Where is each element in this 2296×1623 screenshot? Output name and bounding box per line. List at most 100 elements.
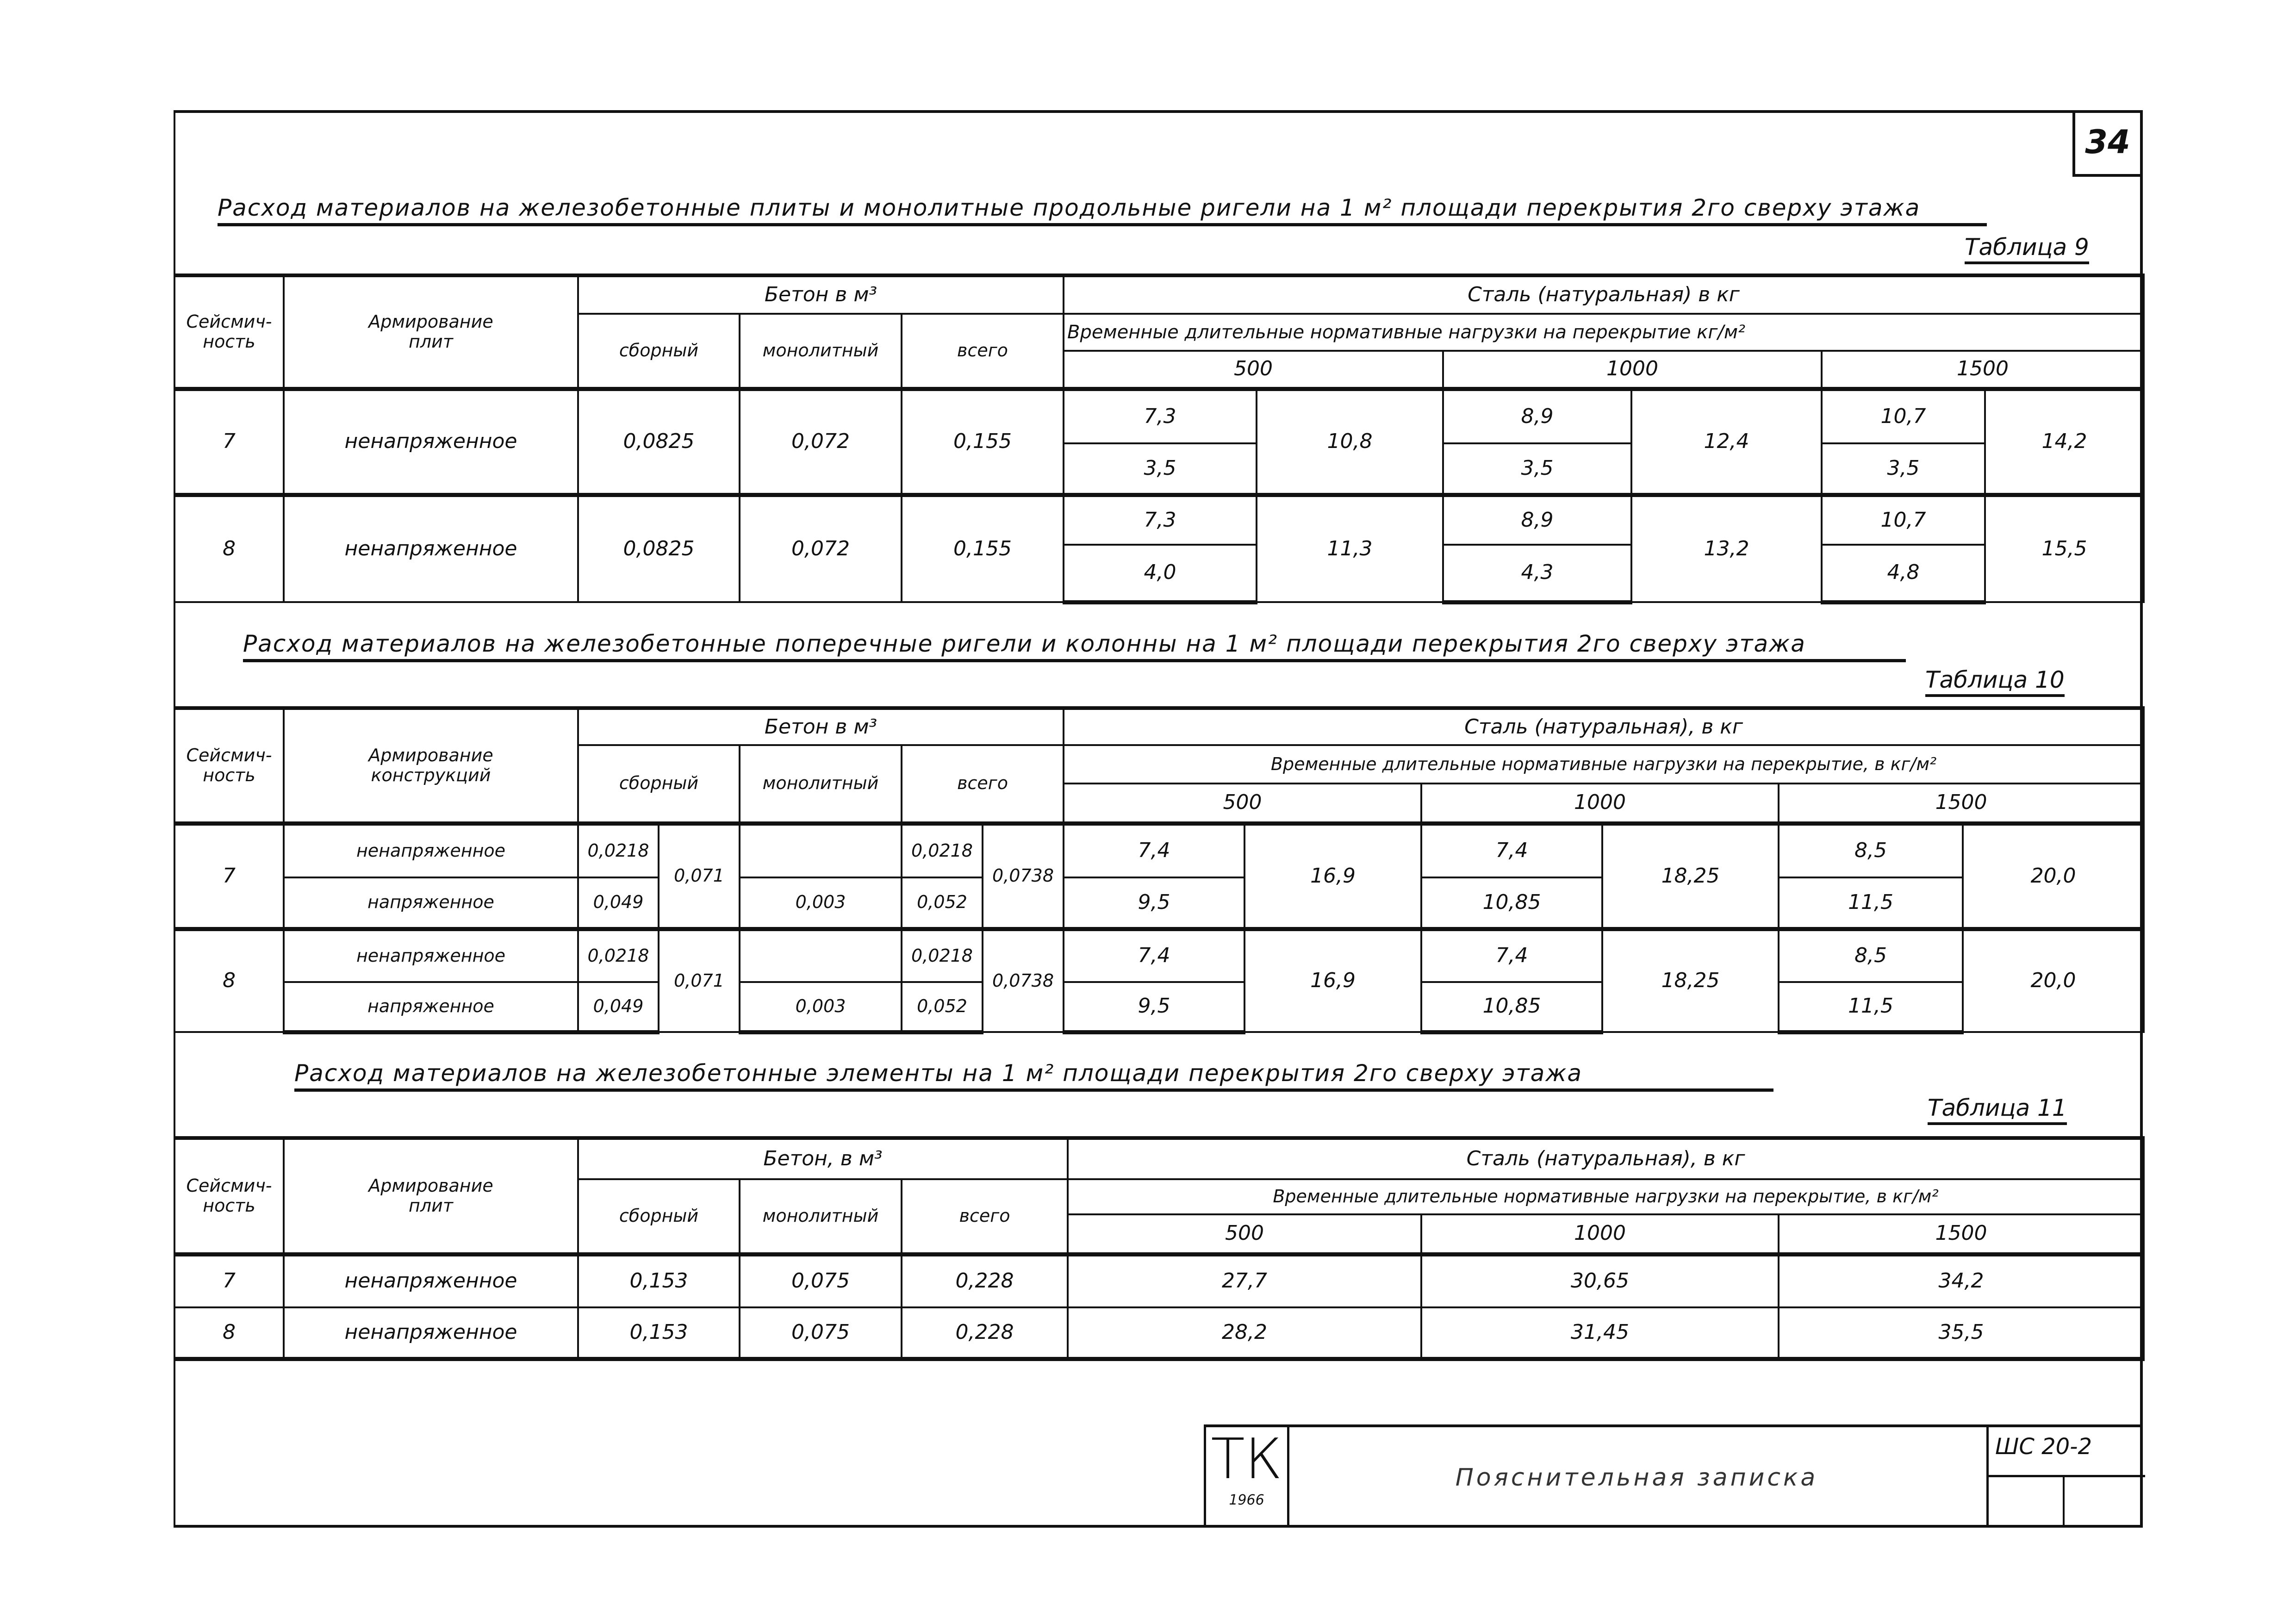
header-load-1500: 1500 xyxy=(1821,350,2145,390)
cell-total: 0,228 xyxy=(900,1306,1069,1361)
cell-l1000: 31,45 xyxy=(1420,1306,1780,1361)
cell-l500: 28,2 xyxy=(1067,1306,1423,1361)
cell-l500: 4,0 xyxy=(1063,544,1257,604)
header-precast: сборный xyxy=(577,313,740,390)
cell-l1500: 10,7 xyxy=(1821,492,1986,546)
cell-l1000-total: 18,25 xyxy=(1601,927,1780,1033)
cell-monolithic: 0,003 xyxy=(739,981,902,1034)
cell-l1000: 4,3 xyxy=(1442,544,1632,604)
cell-l1500: 10,7 xyxy=(1821,386,1986,444)
header-total: всего xyxy=(900,1178,1069,1255)
cell-reinforcement: ненапряженное xyxy=(283,1252,579,1308)
cell-precast: 0,0825 xyxy=(577,492,740,603)
cell-monolithic xyxy=(739,927,902,983)
cell-l1500: 4,8 xyxy=(1821,544,1986,604)
header-load-500: 500 xyxy=(1067,1213,1423,1255)
table10: Сейсмич- ность Армирование конструкций Б… xyxy=(174,706,2145,1034)
cell-total: 0,0218 xyxy=(901,821,983,878)
cell-seismic: 7 xyxy=(174,1252,285,1308)
cell-l1500: 8,5 xyxy=(1778,821,1964,878)
header-loads: Временные длительные нормативные нагрузк… xyxy=(1063,313,2145,352)
cell-precast: 0,0825 xyxy=(577,386,740,496)
cell-total: 0,052 xyxy=(901,877,983,930)
cell-l500: 7,4 xyxy=(1063,821,1246,878)
cell-l500: 9,5 xyxy=(1063,877,1246,930)
header-load-1000: 1000 xyxy=(1442,350,1823,390)
cell-l1000: 7,4 xyxy=(1420,821,1604,878)
cell-monolithic: 0,072 xyxy=(739,386,902,496)
header-seismic: Сейсмич- ность xyxy=(174,274,285,390)
org-mark: ТК 1966 xyxy=(1206,1427,1289,1528)
cell-l1000: 8,9 xyxy=(1442,386,1632,444)
cell-l1500-total: 20,0 xyxy=(1962,927,2145,1033)
cell-total: 0,052 xyxy=(901,981,983,1034)
stamp-year: 1966 xyxy=(1229,1492,1264,1508)
cell-l1000: 3,5 xyxy=(1442,442,1632,496)
header-monolithic: монолитный xyxy=(739,313,902,390)
header-total: всего xyxy=(900,744,1065,824)
cell-precast: 0,0218 xyxy=(577,821,660,878)
cell-l1000: 8,9 xyxy=(1442,492,1632,546)
cell-total: 0,228 xyxy=(900,1252,1069,1308)
header-precast: сборный xyxy=(577,1178,740,1255)
header-concrete: Бетон в м³ xyxy=(577,274,1064,315)
cell-l500: 3,5 xyxy=(1063,442,1257,496)
cell-l1500-total: 14,2 xyxy=(1984,386,2145,496)
cell-l500: 7,3 xyxy=(1063,386,1257,444)
header-load-500: 500 xyxy=(1063,350,1444,390)
cell-total: 0,0218 xyxy=(901,927,983,983)
header-load-1500: 1500 xyxy=(1778,783,2145,824)
cell-l500: 7,4 xyxy=(1063,927,1246,983)
cell-l1000-total: 18,25 xyxy=(1601,821,1780,930)
cell-l1000-total: 13,2 xyxy=(1630,492,1823,603)
header-steel: Сталь (натуральная), в кг xyxy=(1067,1136,2145,1180)
cell-precast: 0,049 xyxy=(577,981,660,1034)
cell-l1500: 11,5 xyxy=(1778,981,1964,1034)
org-code: ТК xyxy=(1211,1427,1282,1492)
cell-precast: 0,049 xyxy=(577,877,660,930)
cell-total: 0,155 xyxy=(901,386,1064,496)
header-total: всего xyxy=(901,313,1064,390)
cell-seismic: 8 xyxy=(174,492,285,603)
header-concrete: Бетон, в м³ xyxy=(577,1136,1069,1180)
cell-l1500: 8,5 xyxy=(1778,927,1964,983)
header-monolithic: монолитный xyxy=(739,1178,902,1255)
table9-label: Таблица 9 xyxy=(1965,234,2089,264)
cell-reinforcement: напряженное xyxy=(283,981,579,1034)
cell-precast-common: 0,071 xyxy=(658,821,740,930)
cell-l1500-total: 15,5 xyxy=(1984,492,2145,603)
cell-monolithic: 0,072 xyxy=(739,492,902,603)
header-precast: сборный xyxy=(577,744,740,824)
cell-precast: 0,153 xyxy=(577,1252,740,1308)
cell-l1500-total: 20,0 xyxy=(1962,821,2145,930)
header-load-1500: 1500 xyxy=(1778,1213,2145,1255)
cell-precast: 0,153 xyxy=(577,1306,740,1361)
cell-l500-total: 16,9 xyxy=(1244,927,1423,1033)
header-load-1000: 1000 xyxy=(1420,1213,1780,1255)
cell-l1000: 10,85 xyxy=(1420,981,1604,1034)
cell-seismic: 7 xyxy=(174,386,285,496)
table11-label: Таблица 11 xyxy=(1928,1094,2067,1125)
header-load-1000: 1000 xyxy=(1420,783,1780,824)
cell-l1000-total: 12,4 xyxy=(1630,386,1823,496)
header-loads: Временные длительные нормативные нагрузк… xyxy=(1063,744,2145,784)
stamp-divider xyxy=(2063,1477,2065,1528)
cell-monolithic xyxy=(739,821,902,878)
cell-l500-total: 11,3 xyxy=(1256,492,1444,603)
header-loads: Временные длительные нормативные нагрузк… xyxy=(1067,1178,2145,1215)
table9-title: Расход материалов на железобетонные плит… xyxy=(218,194,1987,226)
cell-monolithic: 0,075 xyxy=(739,1252,902,1308)
cell-l1500: 3,5 xyxy=(1821,442,1986,496)
table9: Сейсмич- ность Армирование плит Бетон в … xyxy=(174,274,2145,604)
cell-l1000: 30,65 xyxy=(1420,1252,1780,1308)
title-block: ТК 1966 Пояснительная записка ШС 20-2 xyxy=(1204,1424,2145,1528)
cell-l1500: 11,5 xyxy=(1778,877,1964,930)
cell-l1500: 34,2 xyxy=(1778,1252,2145,1308)
cell-l500: 7,3 xyxy=(1063,492,1257,546)
table11-title: Расход материалов на железобетонные элем… xyxy=(294,1060,1773,1092)
header-seismic: Сейсмич- ность xyxy=(174,1136,285,1255)
cell-l1500: 35,5 xyxy=(1778,1306,2145,1361)
header-reinforcement: Армирование конструкций xyxy=(283,706,579,824)
header-load-500: 500 xyxy=(1063,783,1423,824)
cell-reinforcement: ненапряженное xyxy=(283,386,579,496)
